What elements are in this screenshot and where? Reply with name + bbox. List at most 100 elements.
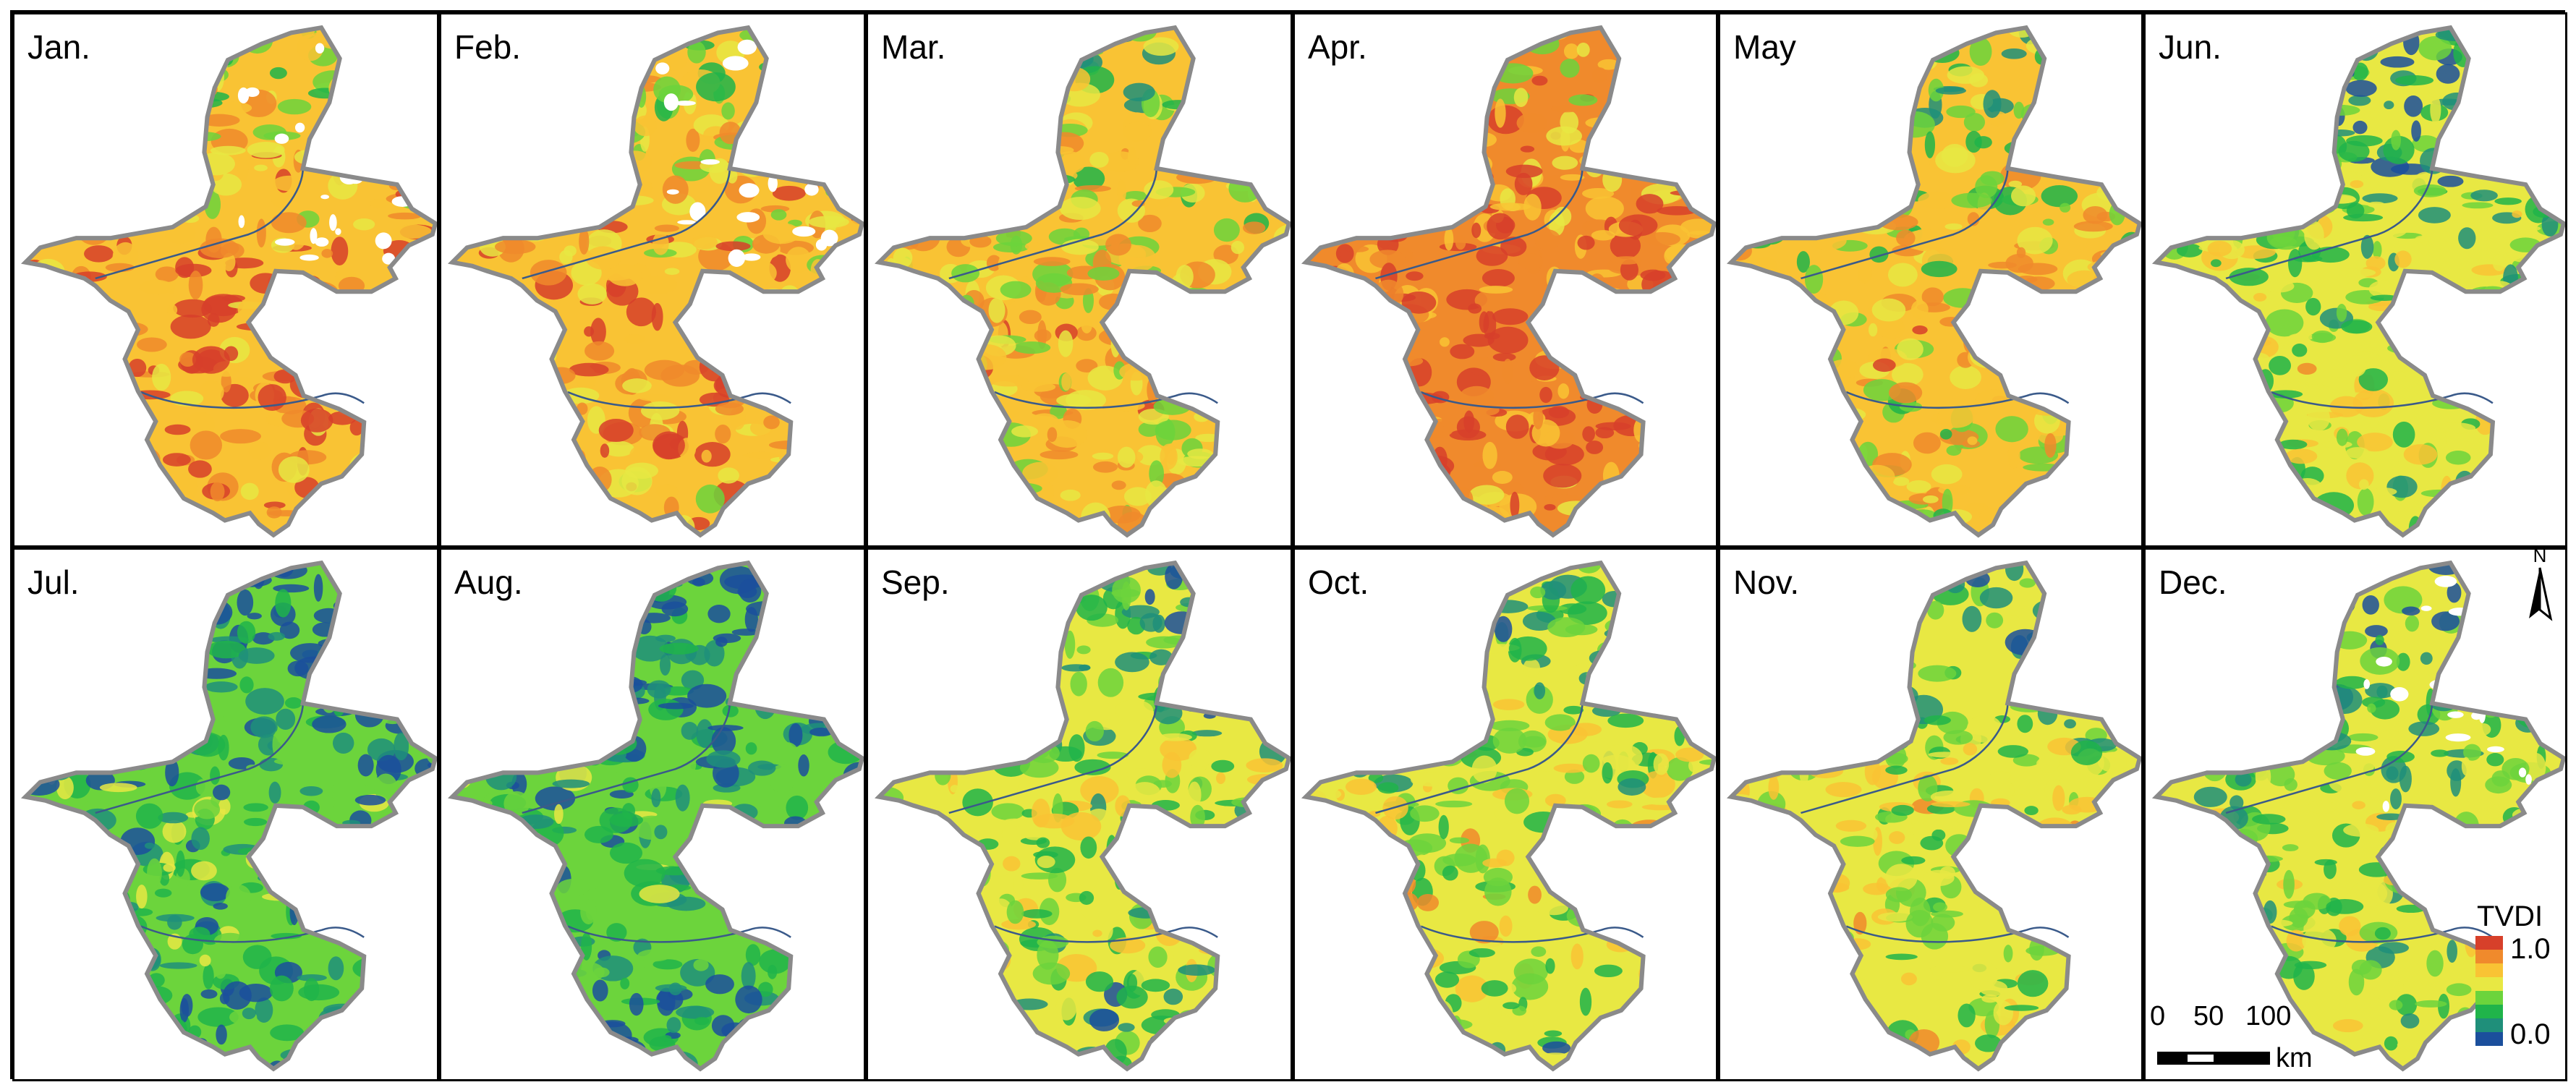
- tvdi-patch: [744, 861, 762, 882]
- tvdi-raster: [1306, 563, 1714, 1069]
- tvdi-patch: [590, 318, 606, 346]
- tvdi-patch: [1738, 989, 1777, 1013]
- tvdi-patch: [732, 1046, 744, 1069]
- tvdi-patch: [1734, 907, 1758, 915]
- tvdi-patch: [962, 597, 990, 618]
- tvdi-patch: [333, 1060, 372, 1069]
- tvdi-patch: [1504, 788, 1530, 814]
- tvdi-patch: [1768, 775, 1780, 800]
- tvdi-patch: [1764, 197, 1787, 213]
- tvdi-patch: [196, 668, 237, 679]
- tvdi-patch: [947, 594, 985, 623]
- tvdi-patch: [1384, 1055, 1425, 1069]
- tvdi-patch: [1700, 94, 1714, 122]
- no-data-patch: [274, 133, 289, 144]
- tvdi-patch: [1746, 74, 1756, 95]
- tvdi-patch: [809, 506, 851, 532]
- tvdi-patch: [1325, 169, 1363, 181]
- tvdi-patch: [34, 850, 73, 857]
- tvdi-patch: [1649, 574, 1686, 600]
- tvdi-patch: [745, 742, 757, 755]
- tvdi-patch: [255, 997, 273, 1023]
- tvdi-patch: [284, 697, 302, 709]
- tvdi-patch: [135, 513, 162, 535]
- tvdi-patch: [890, 153, 915, 182]
- tvdi-patch: [43, 119, 61, 146]
- tvdi-patch: [1687, 799, 1711, 816]
- tvdi-patch: [2379, 729, 2402, 749]
- tvdi-patch: [2263, 732, 2290, 748]
- tvdi-patch: [1416, 1021, 1457, 1038]
- tvdi-patch: [43, 885, 78, 906]
- tvdi-patch: [2289, 127, 2305, 137]
- tvdi-patch: [1695, 344, 1714, 361]
- tvdi-patch: [1595, 427, 1615, 439]
- tvdi-patch: [1198, 580, 1214, 602]
- tvdi-patch: [268, 297, 280, 312]
- tvdi-patch: [608, 1042, 636, 1069]
- tvdi-patch: [2508, 312, 2544, 336]
- tvdi-patch: [2109, 367, 2140, 378]
- tvdi-patch: [399, 871, 428, 879]
- tvdi-patch: [994, 576, 1011, 595]
- tvdi-patch: [169, 604, 207, 624]
- tvdi-patch: [2062, 527, 2103, 535]
- tvdi-patch: [742, 328, 772, 340]
- tvdi-patch: [465, 528, 503, 535]
- tvdi-patch: [2284, 504, 2299, 529]
- tvdi-patch: [2068, 593, 2099, 619]
- tvdi-patch: [205, 226, 222, 253]
- tvdi-patch: [527, 919, 560, 927]
- tvdi-patch: [1759, 421, 1777, 448]
- tvdi-patch: [520, 404, 556, 433]
- tvdi-patch: [2088, 1061, 2120, 1069]
- tvdi-patch: [2372, 241, 2382, 259]
- map-panel-sep: Sep.: [866, 548, 1293, 1081]
- tvdi-patch: [2446, 983, 2472, 997]
- tvdi-patch: [776, 1030, 794, 1043]
- tvdi-patch: [846, 796, 862, 822]
- tvdi-patch: [1343, 431, 1365, 442]
- tvdi-patch: [838, 582, 860, 595]
- tvdi-patch: [1691, 504, 1714, 521]
- tvdi-patch: [2258, 495, 2269, 510]
- tvdi-patch: [821, 260, 856, 278]
- tvdi-patch: [1455, 94, 1479, 101]
- tvdi-patch: [1306, 218, 1332, 241]
- tvdi-patch: [503, 948, 537, 964]
- tvdi-patch: [2546, 494, 2562, 505]
- tvdi-patch: [2124, 319, 2140, 328]
- tvdi-patch: [1872, 358, 1896, 372]
- tvdi-patch: [1818, 186, 1852, 210]
- tvdi-patch: [804, 29, 822, 48]
- tvdi-patch: [786, 489, 823, 516]
- tvdi-patch: [2492, 253, 2507, 271]
- tvdi-patch: [757, 150, 788, 176]
- tvdi-patch: [493, 129, 522, 145]
- tvdi-patch: [606, 923, 627, 942]
- tvdi-patch: [1761, 282, 1795, 299]
- tvdi-patch: [209, 27, 226, 32]
- tvdi-raster: [879, 563, 1289, 1069]
- tvdi-patch: [373, 997, 398, 1012]
- tvdi-patch: [396, 515, 407, 523]
- tvdi-patch: [1353, 826, 1370, 835]
- tvdi-patch: [38, 867, 59, 881]
- tvdi-patch: [2078, 684, 2111, 699]
- tvdi-patch: [962, 788, 993, 817]
- tvdi-patch: [1028, 35, 1050, 45]
- tvdi-patch: [82, 360, 91, 381]
- tvdi-patch: [1508, 636, 1547, 661]
- tvdi-map: [1301, 25, 1716, 538]
- tvdi-patch: [1252, 963, 1276, 984]
- tvdi-patch: [1306, 759, 1331, 772]
- tvdi-patch: [1306, 824, 1322, 835]
- tvdi-patch: [1534, 763, 1560, 772]
- tvdi-patch: [2099, 1059, 2130, 1069]
- tvdi-patch: [1368, 772, 1384, 783]
- tvdi-patch: [344, 590, 373, 603]
- tvdi-patch: [275, 589, 292, 618]
- tvdi-patch: [1869, 323, 1878, 337]
- tvdi-patch: [33, 157, 74, 177]
- tvdi-patch: [2195, 158, 2237, 170]
